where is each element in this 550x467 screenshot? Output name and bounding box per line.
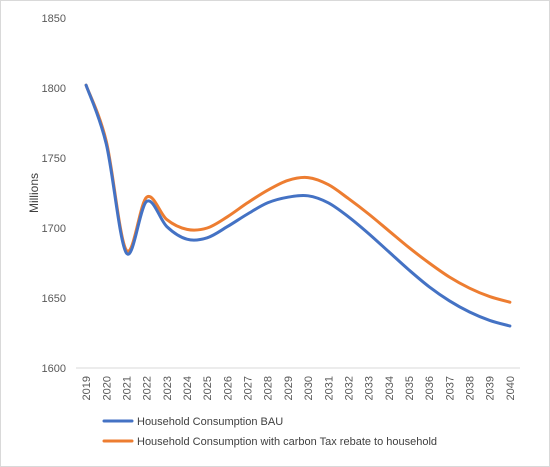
- x-tick-label: 2034: [384, 376, 396, 400]
- x-tick-label: 2036: [424, 376, 436, 400]
- x-tick-label: 2040: [505, 376, 517, 400]
- y-tick-label: 1750: [42, 153, 66, 165]
- x-tick-label: 2020: [101, 376, 113, 400]
- legend-label: Household Consumption BAU: [137, 416, 283, 428]
- x-tick-label: 2030: [303, 376, 315, 400]
- series-line-bau: [84, 83, 512, 328]
- x-tick-label: 2023: [162, 376, 174, 400]
- y-tick-label: 1650: [42, 293, 66, 305]
- y-tick-label: 1850: [42, 13, 66, 25]
- series-lines: [84, 83, 512, 328]
- x-tick-label: 2025: [202, 376, 214, 400]
- legend: Household Consumption BAU Household Consu…: [102, 416, 437, 448]
- x-tick-label: 2026: [222, 376, 234, 400]
- y-tick-label: 1700: [42, 223, 66, 235]
- x-tick-label: 2032: [343, 376, 355, 400]
- x-tick-label: 2035: [404, 376, 416, 400]
- x-tick-label: 2033: [364, 376, 376, 400]
- y-axis-ticks: 1600 1650 1700 1750 1800 1850: [42, 13, 66, 375]
- x-tick-label: 2027: [243, 376, 255, 400]
- x-tick-label: 2038: [465, 376, 477, 400]
- x-axis-ticks: 2019 2020 2021 2022 2023 2024 2025 2026 2027 2028…: [81, 376, 517, 400]
- y-tick-label: 1800: [42, 83, 66, 95]
- x-tick-label: 2019: [81, 376, 93, 400]
- y-axis-title: Millions: [27, 173, 41, 213]
- x-tick-label: 2039: [485, 376, 497, 400]
- x-tick-label: 2028: [263, 376, 275, 400]
- x-tick-label: 2029: [283, 376, 295, 400]
- series-line-carbon-tax-rebate: [84, 83, 512, 304]
- x-tick-label: 2031: [323, 376, 335, 400]
- legend-label: Household Consumption with carbon Tax re…: [137, 436, 437, 448]
- x-tick-label: 2021: [121, 376, 133, 400]
- x-tick-label: 2024: [182, 376, 194, 400]
- x-tick-label: 2037: [444, 376, 456, 400]
- x-tick-label: 2022: [142, 376, 154, 400]
- y-tick-label: 1600: [42, 363, 66, 375]
